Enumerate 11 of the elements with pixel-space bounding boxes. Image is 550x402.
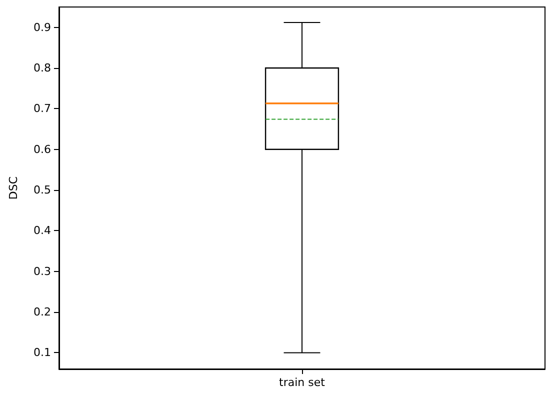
y-tick-label: 0.6 <box>34 142 51 156</box>
y-tick-label: 0.2 <box>34 306 51 319</box>
y-axis-title: DSC <box>7 176 20 200</box>
y-tick-label: 0.9 <box>34 20 51 34</box>
y-tick-label: 0.5 <box>34 184 51 197</box>
y-tick-label: 0.4 <box>34 224 51 238</box>
y-tick-label: 0.3 <box>34 264 51 278</box>
y-tick-label: 0.7 <box>34 102 51 116</box>
y-tick-label: 0.8 <box>34 62 51 75</box>
x-tick-label: train set <box>279 376 326 389</box>
y-tick-label: 0.1 <box>34 346 51 360</box>
